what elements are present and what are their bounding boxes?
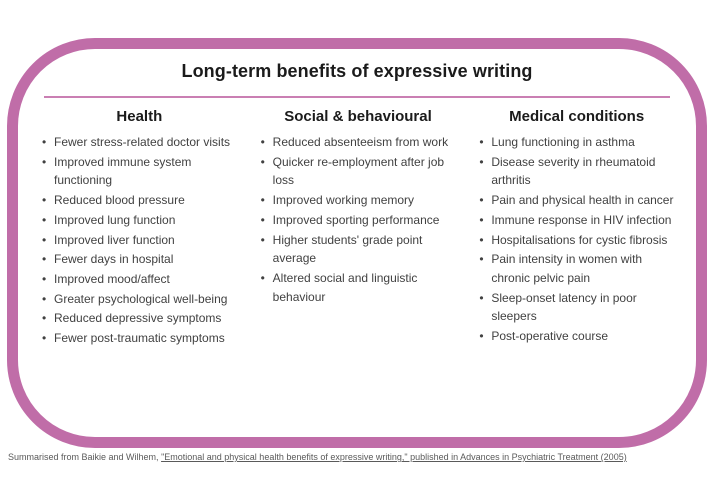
- benefit-item: Improved immune system functioning: [42, 153, 243, 190]
- benefit-item: Hospitalisations for cystic fibrosis: [479, 231, 680, 250]
- benefit-list: Fewer stress-related doctor visitsImprov…: [36, 133, 243, 348]
- benefit-list: Lung functioning in asthmaDisease severi…: [473, 133, 680, 346]
- benefit-item: Pain and physical health in cancer: [479, 191, 680, 210]
- column-header: Health: [116, 108, 163, 125]
- benefit-item: Post-operative course: [479, 327, 680, 346]
- benefit-columns: Health Fewer stress-related doctor visits…: [18, 98, 696, 349]
- benefit-item: Reduced absenteeism from work: [261, 133, 462, 152]
- citation-prefix: Summarised from Baikie and Wilhem,: [8, 452, 162, 462]
- benefit-item: Disease severity in rheumatoid arthritis: [479, 153, 680, 190]
- benefit-column: Health Fewer stress-related doctor visits…: [36, 108, 243, 349]
- benefit-item: Reduced depressive symptoms: [42, 309, 243, 328]
- benefits-card: Long-term benefits of expressive writing…: [7, 38, 707, 448]
- citation-link[interactable]: "Emotional and physical health benefits …: [161, 452, 627, 462]
- benefit-item: Quicker re-employment after job loss: [261, 153, 462, 190]
- benefit-item: Fewer stress-related doctor visits: [42, 133, 243, 152]
- title-divider: [44, 96, 670, 98]
- benefit-item: Fewer days in hospital: [42, 250, 243, 269]
- benefit-item: Improved liver function: [42, 231, 243, 250]
- column-header: Social & behavioural: [284, 108, 432, 125]
- benefit-item: Higher students' grade point average: [261, 231, 462, 268]
- citation: Summarised from Baikie and Wilhem, "Emot…: [8, 452, 714, 462]
- benefit-item: Fewer post-traumatic symptoms: [42, 329, 243, 348]
- benefit-item: Improved working memory: [261, 191, 462, 210]
- column-header: Medical conditions: [509, 108, 645, 125]
- benefit-column: Medical conditions Lung functioning in as…: [473, 108, 680, 349]
- benefit-item: Lung functioning in asthma: [479, 133, 680, 152]
- benefit-item: Pain intensity in women with chronic pel…: [479, 250, 680, 287]
- page-title: Long-term benefits of expressive writing: [181, 61, 533, 81]
- benefit-item: Reduced blood pressure: [42, 191, 243, 210]
- benefit-item: Altered social and linguistic behaviour: [261, 269, 462, 306]
- benefit-item: Immune response in HIV infection: [479, 211, 680, 230]
- benefit-item: Greater psychological well-being: [42, 290, 243, 309]
- benefit-item: Improved sporting performance: [261, 211, 462, 230]
- benefit-column: Social & behavioural Reduced absenteeism …: [255, 108, 462, 349]
- benefit-item: Improved lung function: [42, 211, 243, 230]
- benefit-item: Sleep-onset latency in poor sleepers: [479, 289, 680, 326]
- benefit-item: Improved mood/affect: [42, 270, 243, 289]
- benefit-list: Reduced absenteeism from workQuicker re-…: [255, 133, 462, 306]
